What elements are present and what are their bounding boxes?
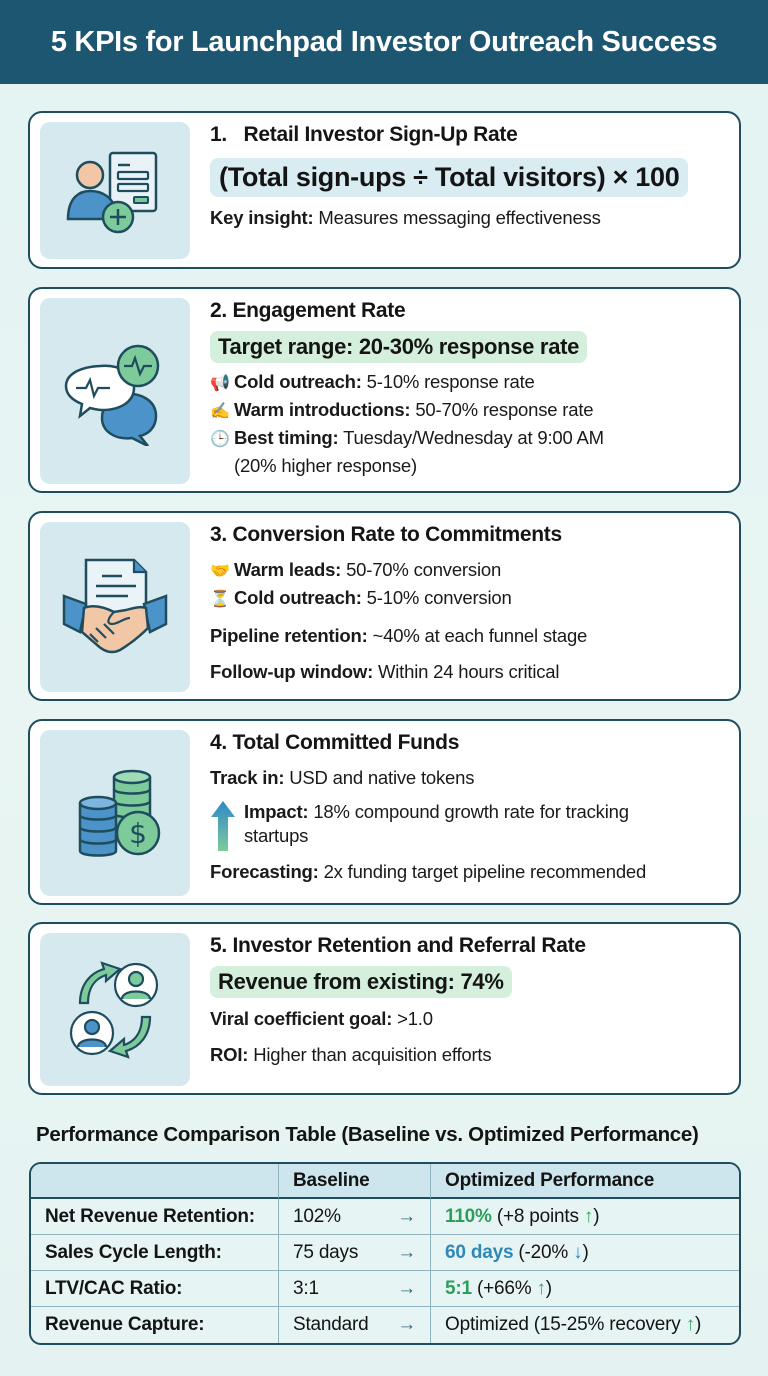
up-arrow-icon: ↑ — [685, 1314, 696, 1335]
header-optimized: Optimized Performance — [431, 1164, 739, 1199]
icon-panel — [40, 933, 190, 1086]
page-title: 5 KPIs for Launchpad Investor Outreach S… — [50, 25, 718, 58]
optimized-cell: 110% (+8 points ↑) — [431, 1199, 739, 1235]
users-cycle-arrows-icon — [69, 960, 159, 1059]
kpi-card-engagement-rate: 2. Engagement Rate Target range: 20-30% … — [28, 287, 741, 493]
kpi-title: 2. Engagement Rate — [210, 299, 406, 322]
header-metric — [31, 1164, 279, 1199]
kpi-title: 5. Investor Retention and Referral Rate — [210, 934, 586, 957]
table-title: Performance Comparison Table (Baseline v… — [36, 1123, 699, 1146]
kpi-title: 3. Conversion Rate to Commitments — [210, 523, 562, 546]
metric-cell: Net Revenue Retention: — [31, 1199, 279, 1235]
user-form-add-icon — [66, 151, 158, 233]
clock-icon: 🕒 — [210, 431, 230, 448]
table-row: Sales Cycle Length: 75 days → 60 days (-2… — [31, 1235, 739, 1271]
up-arrow-icon: ↑ — [536, 1277, 546, 1299]
header-baseline: Baseline — [279, 1164, 431, 1199]
hourglass-icon: ⏳ — [210, 591, 230, 608]
follow-up-window-line: Follow-up window: Within 24 hours critic… — [210, 661, 560, 682]
coin-stacks-dollar-icon: $ — [78, 769, 161, 857]
down-arrow-icon: ↓ — [573, 1241, 583, 1263]
best-timing-line: 🕒 Best timing: Tuesday/Wednesday at 9:00 … — [210, 425, 727, 453]
kpi-card-committed-funds: $ 4. Total Committed Funds Track in: USD… — [28, 719, 741, 905]
pipeline-retention-line: Pipeline retention: ~40% at each funnel … — [210, 625, 588, 646]
formula-highlight: (Total sign-ups ÷ Total visitors) × 100 — [210, 158, 689, 197]
revenue-existing-highlight: Revenue from existing: 74% — [210, 966, 512, 998]
roi-line: ROI: Higher than acquisition efforts — [210, 1044, 492, 1065]
kpi-card-conversion-rate: 3. Conversion Rate to Commitments 🤝 Warm … — [28, 511, 741, 701]
optimized-cell: 60 days (-20% ↓) — [431, 1235, 739, 1271]
baseline-cell: Standard → — [279, 1307, 431, 1343]
impact-line: Impact: 18% compound growth rate for tra… — [210, 799, 727, 851]
track-in-line: Track in: USD and native tokens — [210, 767, 475, 788]
baseline-cell: 3:1 → — [279, 1271, 431, 1307]
page-header: 5 KPIs for Launchpad Investor Outreach S… — [0, 0, 768, 84]
right-arrow-icon: → — [397, 1205, 416, 1227]
optimized-cell: Optimized (15-25% recovery ↑) — [445, 1314, 702, 1335]
right-arrow-icon: → — [397, 1277, 416, 1299]
right-arrow-icon: → — [397, 1314, 416, 1335]
handshake-icon: 🤝 — [210, 563, 230, 580]
metric-cell: Revenue Capture: — [31, 1307, 279, 1343]
kpi-card-retention-referral: 5. Investor Retention and Referral Rate … — [28, 922, 741, 1095]
right-arrow-icon: → — [397, 1241, 416, 1263]
metric-cell: Sales Cycle Length: — [31, 1235, 279, 1271]
up-arrow-icon — [211, 801, 235, 851]
writing-hand-icon: ✍️ — [210, 403, 230, 420]
kpi-title: 1. Retail Investor Sign-Up Rate — [210, 123, 518, 146]
kpi-card-signup-rate: 1. Retail Investor Sign-Up Rate (Total s… — [28, 111, 741, 269]
cold-outreach-line: 📢 Cold outreach: 5-10% response rate — [210, 369, 727, 397]
forecasting-line: Forecasting: 2x funding target pipeline … — [210, 861, 647, 882]
chat-pulse-icon — [64, 344, 160, 446]
warm-leads-line: 🤝 Warm leads: 50-70% conversion — [210, 557, 727, 585]
viral-coefficient-line: Viral coefficient goal: >1.0 — [210, 1008, 433, 1029]
svg-text:$: $ — [129, 817, 147, 850]
key-insight: Key insight: Measures messaging effectiv… — [210, 207, 601, 228]
warm-introductions-line: ✍️ Warm introductions: 50-70% response ra… — [210, 397, 727, 425]
best-timing-note: (20% higher response) — [234, 455, 417, 476]
icon-panel — [40, 122, 190, 259]
table-row: LTV/CAC Ratio: 3:1 → 5:1 (+66% ↑) — [31, 1271, 739, 1307]
table-row: Net Revenue Retention: 102% → 110% (+8 po… — [31, 1199, 739, 1235]
performance-comparison-table: Baseline Optimized Performance Net Reven… — [29, 1162, 741, 1345]
icon-panel — [40, 522, 190, 692]
table-row: Revenue Capture: Standard → Optimized (15… — [31, 1307, 739, 1343]
baseline-cell: 102% → — [279, 1199, 431, 1235]
baseline-cell: 75 days → — [279, 1235, 431, 1271]
table-header-row: Baseline Optimized Performance — [31, 1164, 739, 1199]
kpi-title: 4. Total Committed Funds — [210, 731, 460, 754]
icon-panel: $ — [40, 730, 190, 896]
cold-outreach-line: ⏳ Cold outreach: 5-10% conversion — [210, 585, 727, 613]
optimized-cell: 5:1 (+66% ↑) — [431, 1271, 739, 1307]
up-arrow-icon: ↑ — [583, 1205, 594, 1227]
target-range-highlight: Target range: 20-30% response rate — [210, 331, 588, 363]
megaphone-icon: 📢 — [210, 375, 230, 392]
icon-panel — [40, 298, 190, 484]
metric-cell: LTV/CAC Ratio: — [31, 1271, 279, 1307]
handshake-document-icon — [62, 558, 168, 654]
